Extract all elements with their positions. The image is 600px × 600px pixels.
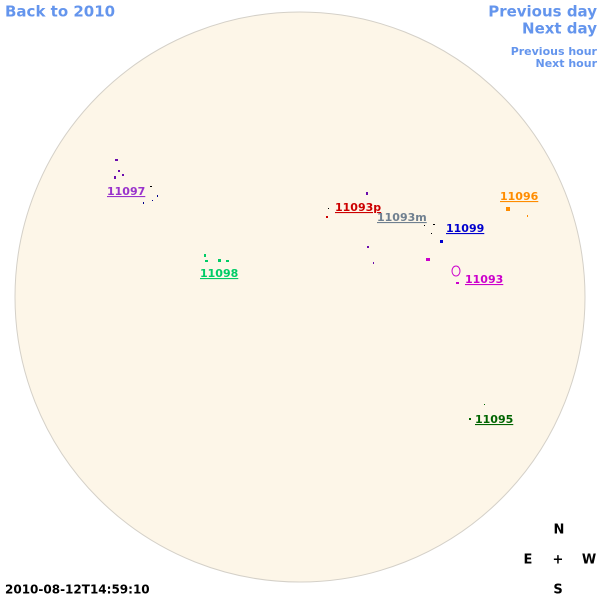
compass-west: W xyxy=(582,553,596,568)
timestamp: 2010-08-12T14:59:10 xyxy=(5,583,150,597)
region-label[interactable]: 11093m xyxy=(377,211,427,224)
region-label[interactable]: 11095 xyxy=(475,413,513,426)
region-label[interactable]: 11099 xyxy=(446,222,484,235)
previous-hour-link[interactable]: Previous hour xyxy=(511,45,598,58)
previous-day-link[interactable]: Previous day xyxy=(488,3,597,21)
compass-east: E xyxy=(524,553,533,568)
solar-disk xyxy=(14,11,586,583)
sunspots xyxy=(114,159,528,420)
next-hour-link[interactable]: Next hour xyxy=(536,57,598,70)
region-label[interactable]: 11093 xyxy=(465,273,503,286)
compass-center: + xyxy=(553,553,564,568)
region-label[interactable]: 11096 xyxy=(500,190,539,203)
region-label[interactable]: 11098 xyxy=(200,267,238,280)
back-link[interactable]: Back to 2010 xyxy=(5,3,115,21)
region-label[interactable]: 11093p xyxy=(335,201,381,214)
compass-south: S xyxy=(553,583,562,598)
compass-north: N xyxy=(554,523,565,538)
region-label[interactable]: 11097 xyxy=(107,185,145,198)
next-day-link[interactable]: Next day xyxy=(522,20,597,38)
